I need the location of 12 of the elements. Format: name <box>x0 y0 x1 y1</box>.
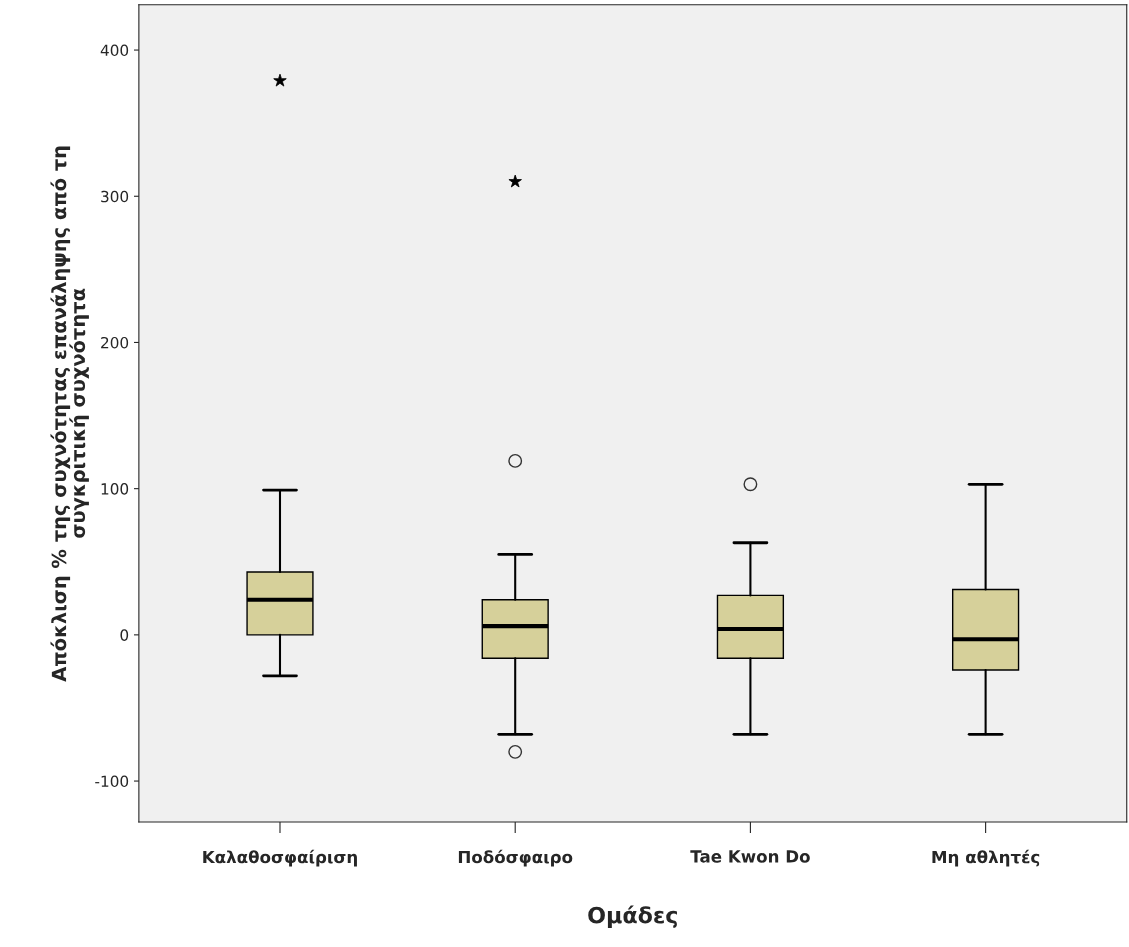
x-tick-label: Tae Kwon Do <box>690 850 810 863</box>
y-tick-label: 400 <box>100 44 129 57</box>
y-tick-label: -100 <box>95 775 129 788</box>
y-tick-label: 300 <box>101 190 129 203</box>
x-axis-title: Ομάδες <box>588 905 677 928</box>
y-axis-title: Απόκλιση % της συχνότητας επανάληψης από τη συγκριτική συχνότητα <box>50 146 89 682</box>
x-tick-label: Καλαθοσφαίριση <box>203 849 357 867</box>
y-tick-label: 0 <box>120 629 129 641</box>
y-tick-label: 200 <box>101 336 129 349</box>
y-tick-label: 100 <box>101 483 129 495</box>
x-tick-label: Ποδόσφαιρο <box>458 849 573 867</box>
x-tick-label: Μη αθλητές <box>932 849 1040 867</box>
